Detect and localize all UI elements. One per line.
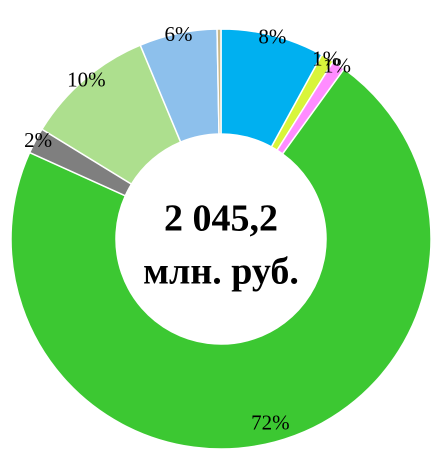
data-label: 8%	[258, 24, 286, 48]
data-label: 10%	[67, 68, 106, 92]
data-label: 1%	[312, 46, 340, 70]
data-label: 2%	[24, 128, 52, 152]
slice	[10, 67, 432, 450]
data-label: 1%	[323, 53, 351, 77]
data-label: 6%	[165, 22, 193, 46]
slice	[216, 28, 222, 135]
data-label: 72%	[251, 410, 290, 434]
center-label: млн. руб.	[143, 251, 299, 293]
center-label: 2 045,2	[164, 198, 278, 240]
